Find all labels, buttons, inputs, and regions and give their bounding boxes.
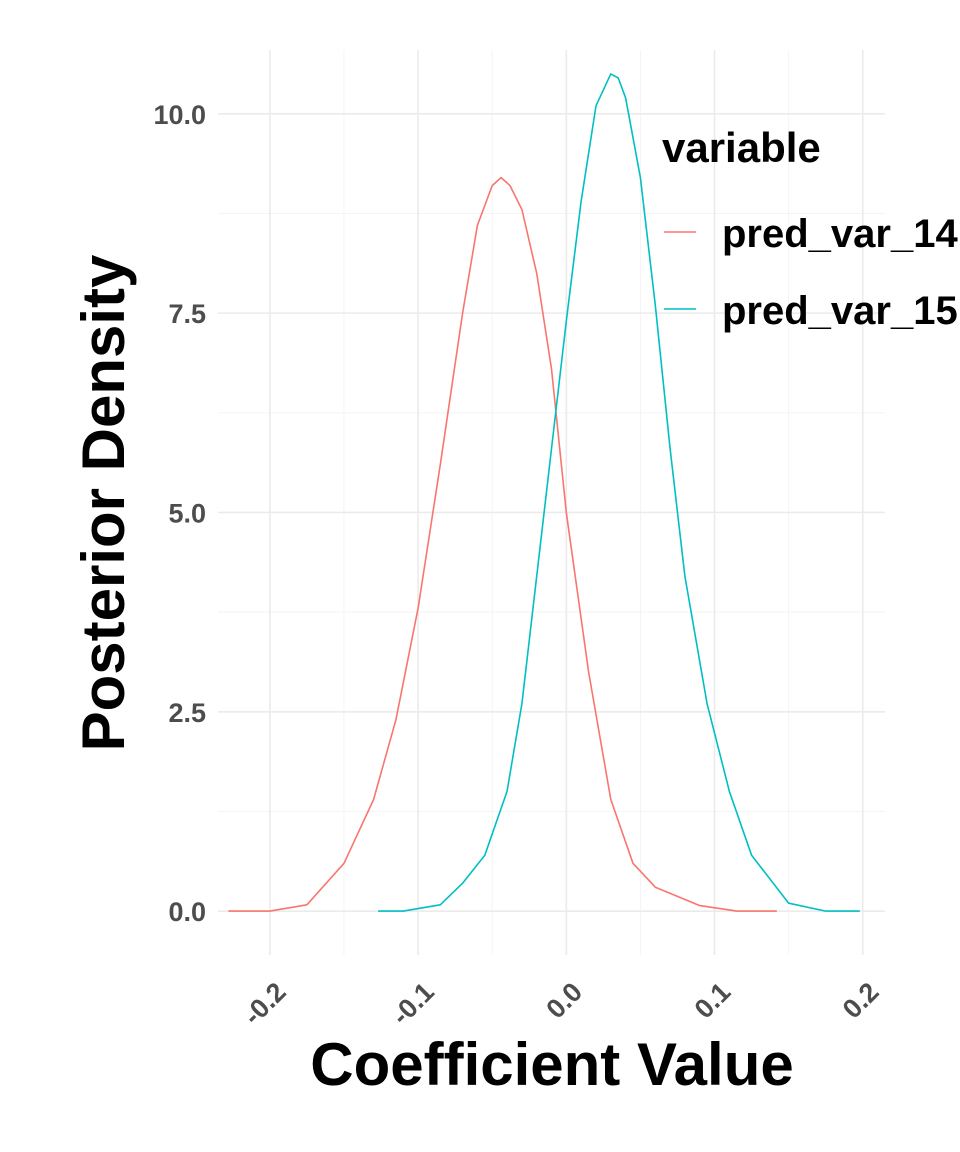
y-tick-label: 7.5 (168, 299, 206, 329)
minor-gridlines-y (218, 213, 885, 812)
x-tick-label: 0.2 (837, 977, 885, 1025)
y-axis-ticks: 0.0 2.5 5.0 7.5 10.0 (153, 100, 206, 927)
x-tick-label: 0.1 (689, 977, 737, 1025)
x-tick-label: 0.0 (540, 977, 588, 1025)
minor-gridlines-x (343, 50, 790, 955)
y-tick-label: 10.0 (153, 100, 206, 130)
y-tick-label: 0.0 (168, 897, 206, 927)
y-tick-label: 5.0 (168, 498, 206, 528)
legend-title: variable (662, 124, 821, 171)
legend-label-pred-var-15: pred_var_15 (722, 289, 958, 333)
series-line-pred-var-15 (378, 73, 860, 912)
x-axis-ticks: -0.2 -0.1 0.0 0.1 0.2 (238, 977, 885, 1031)
y-tick-label: 2.5 (168, 698, 206, 728)
legend: variable pred_var_14 pred_var_15 (662, 124, 958, 333)
series-layer (228, 73, 860, 912)
x-tick-label: -0.1 (386, 977, 440, 1031)
series-line-pred-var-14 (228, 176, 777, 912)
major-gridlines-x (269, 50, 864, 955)
x-tick-label: -0.2 (238, 977, 292, 1031)
x-axis-title: Coefficient Value (310, 1031, 793, 1098)
y-axis-title: Posterior Density (70, 254, 137, 751)
legend-label-pred-var-14: pred_var_14 (722, 212, 958, 256)
